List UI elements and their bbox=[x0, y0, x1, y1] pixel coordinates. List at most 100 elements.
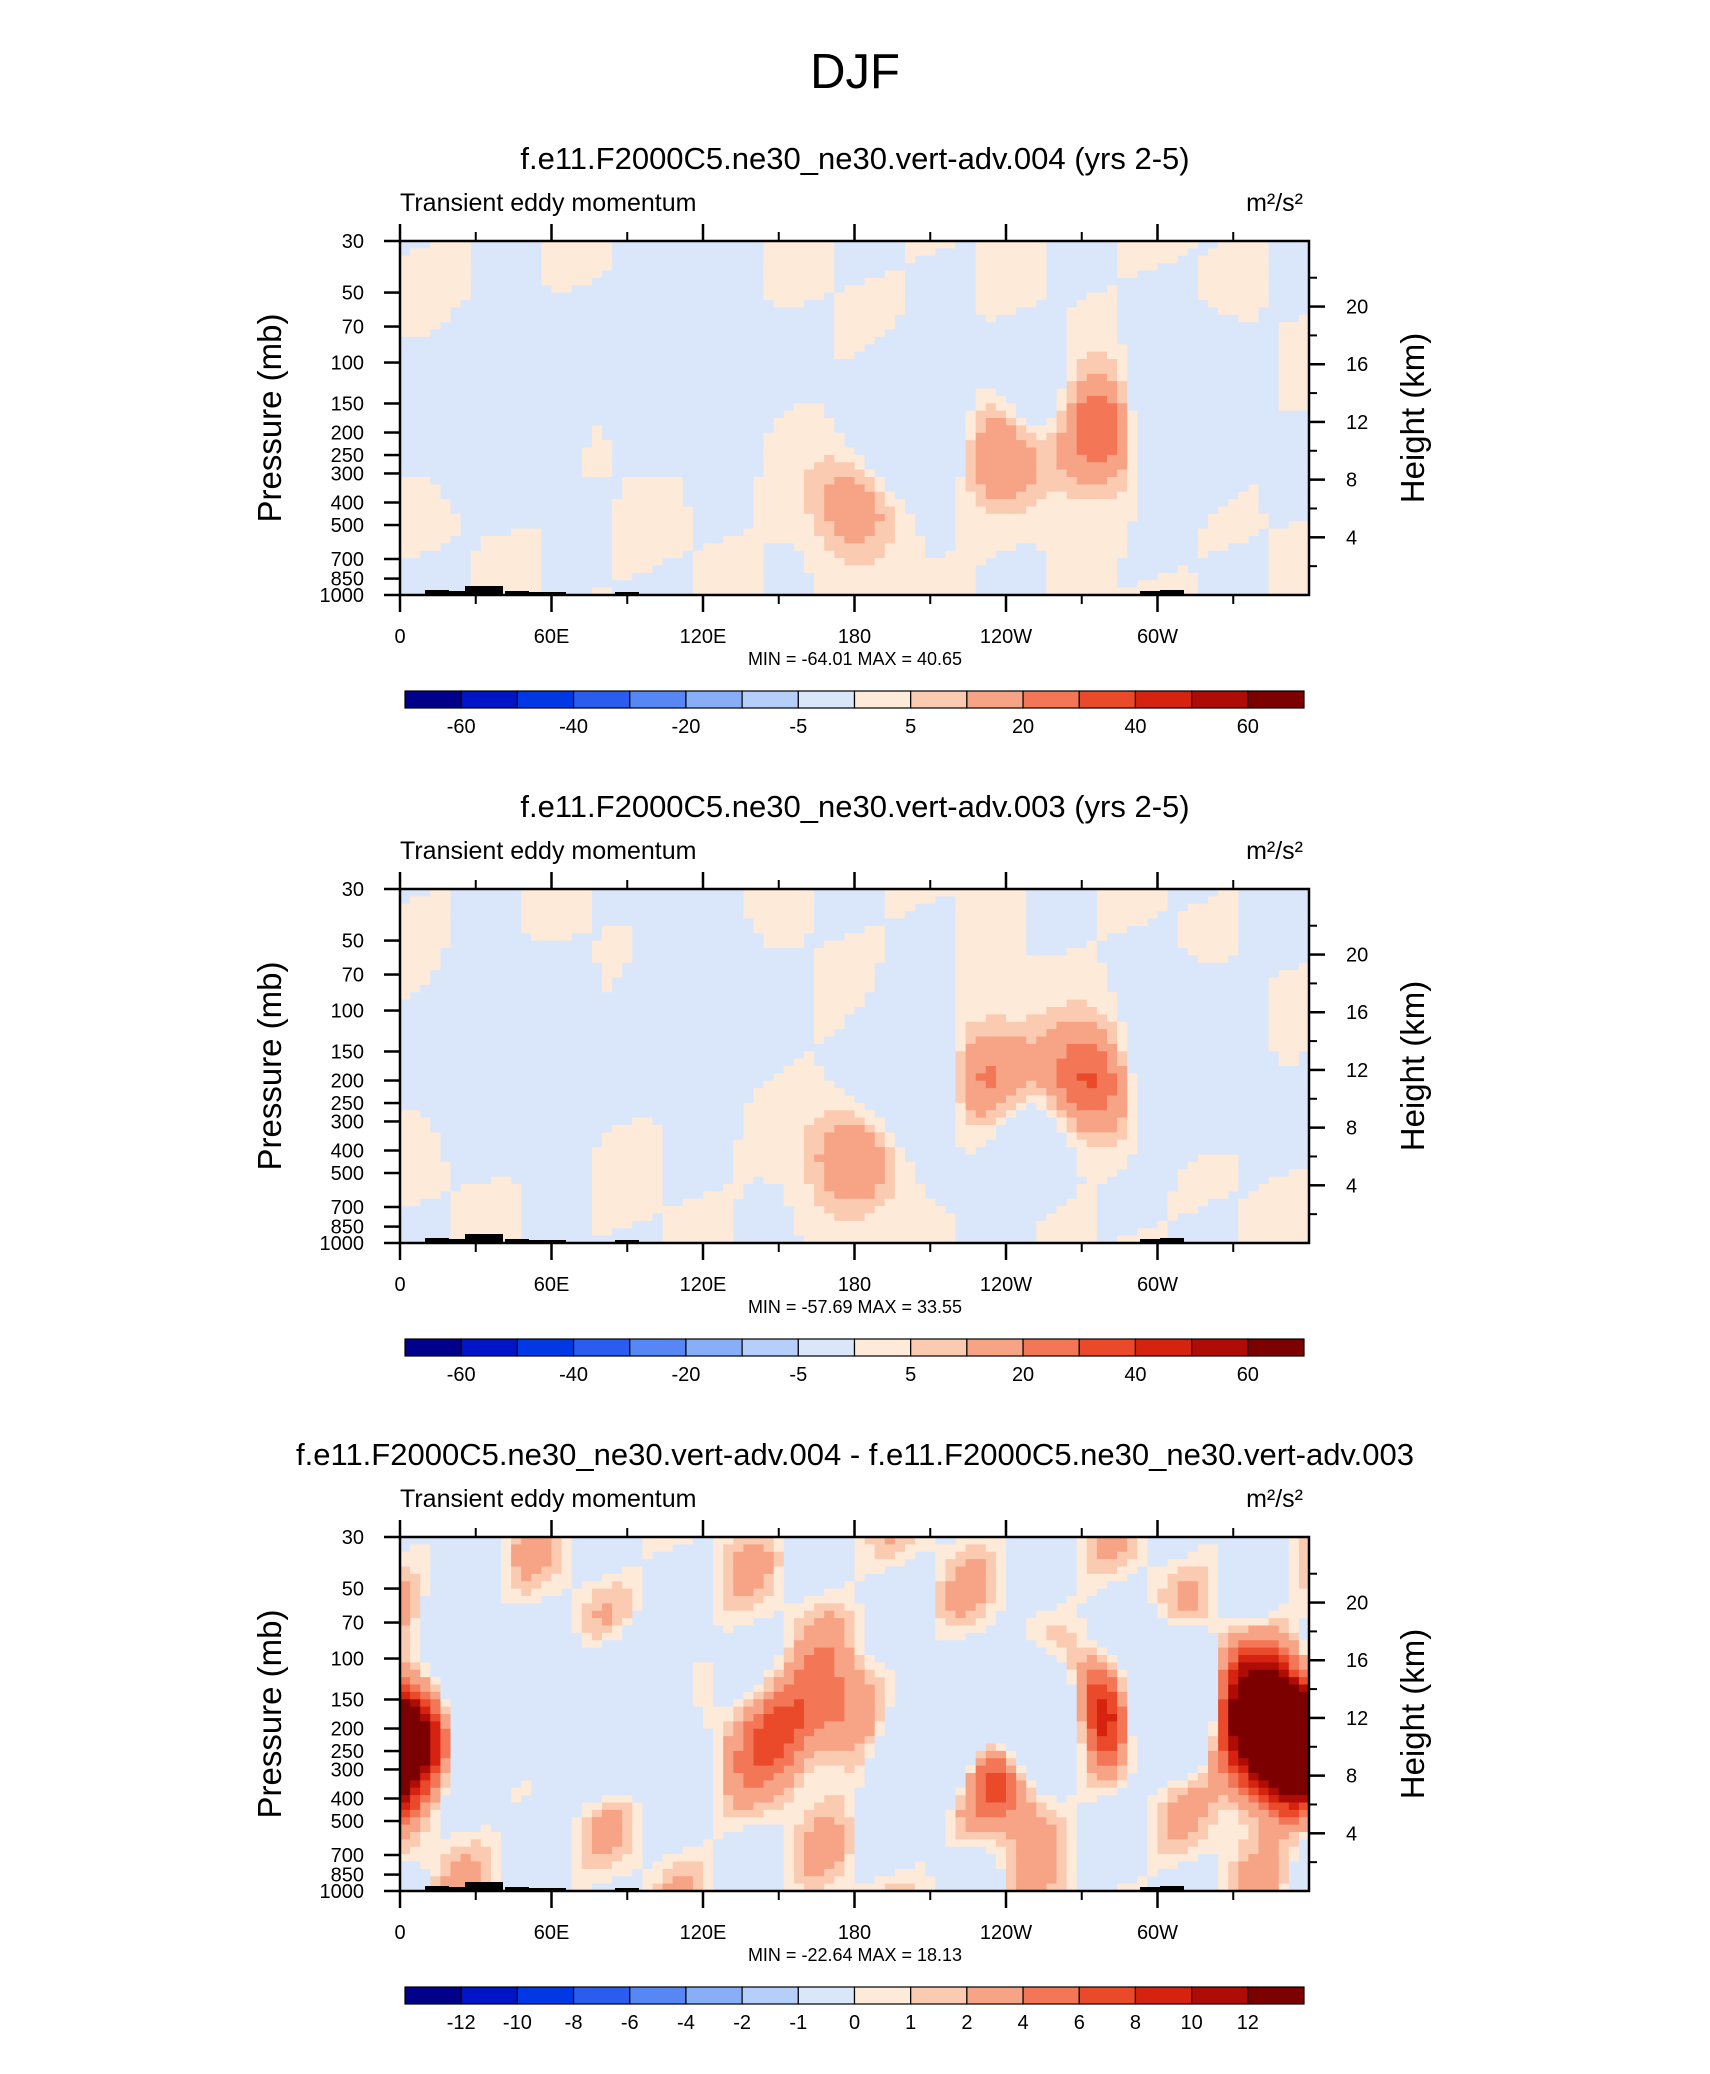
heatmap-cell bbox=[814, 248, 825, 257]
heatmap-cell bbox=[975, 506, 987, 515]
heatmap-cell bbox=[501, 248, 512, 257]
heatmap-cell bbox=[1208, 410, 1219, 419]
heatmap-cell bbox=[1107, 388, 1118, 397]
heatmap-cell bbox=[1157, 359, 1169, 367]
heatmap-cell bbox=[682, 351, 694, 360]
heatmap-cell bbox=[894, 366, 906, 375]
heatmap-cell bbox=[713, 521, 724, 530]
heatmap-cell bbox=[672, 292, 684, 301]
heatmap-cell bbox=[1298, 513, 1310, 522]
heatmap-cell bbox=[1258, 454, 1270, 463]
heatmap-cell bbox=[1127, 425, 1138, 434]
heatmap-cell bbox=[450, 447, 462, 456]
heatmap-cell bbox=[612, 911, 623, 920]
heatmap-cell bbox=[1147, 513, 1159, 522]
heatmap-cell bbox=[783, 395, 795, 404]
heatmap-cell bbox=[1278, 580, 1290, 589]
heatmap-cell bbox=[975, 440, 987, 449]
heatmap-cell bbox=[490, 469, 502, 478]
heatmap-cell bbox=[511, 491, 522, 500]
heatmap-cell bbox=[490, 351, 502, 360]
heatmap-cell bbox=[581, 270, 593, 279]
heatmap-cell bbox=[511, 329, 522, 338]
heatmap-cell bbox=[844, 491, 856, 500]
heatmap-cell bbox=[541, 572, 553, 581]
heatmap-cell bbox=[1056, 447, 1068, 456]
heatmap-cell bbox=[834, 550, 845, 559]
heatmap-cell bbox=[450, 565, 462, 574]
heatmap-cell bbox=[884, 285, 896, 294]
heatmap-cell bbox=[531, 432, 542, 441]
heatmap-cell bbox=[985, 263, 997, 272]
heatmap-cell bbox=[884, 425, 896, 434]
heatmap-cell bbox=[985, 410, 997, 419]
heatmap-cell bbox=[753, 462, 765, 471]
heatmap-cell bbox=[1268, 543, 1280, 552]
heatmap-cell bbox=[1228, 499, 1239, 508]
heatmap-cell bbox=[1036, 499, 1047, 508]
heatmap-cell bbox=[965, 903, 977, 912]
heatmap-cell bbox=[925, 314, 936, 323]
heatmap-cell bbox=[723, 558, 734, 567]
heatmap-cell bbox=[874, 381, 886, 390]
heatmap-cell bbox=[1036, 329, 1047, 338]
heatmap-cell bbox=[1006, 889, 1017, 897]
heatmap-cell bbox=[1147, 329, 1159, 338]
heatmap-cell bbox=[773, 558, 785, 567]
heatmap-cell bbox=[480, 263, 492, 272]
heatmap-cell bbox=[783, 418, 795, 426]
heatmap-cell bbox=[1086, 469, 1098, 478]
heatmap-cell bbox=[1167, 440, 1179, 449]
heatmap-cell bbox=[480, 432, 492, 441]
heatmap-cell bbox=[965, 469, 977, 478]
heatmap-cell bbox=[935, 550, 946, 559]
heatmap-cell bbox=[723, 477, 734, 485]
heatmap-cell bbox=[854, 550, 866, 559]
heatmap-cell bbox=[430, 462, 441, 471]
heatmap-cell bbox=[804, 903, 815, 912]
heatmap-cell bbox=[733, 395, 744, 404]
heatmap-cell bbox=[1137, 889, 1148, 897]
heatmap-cell bbox=[561, 469, 573, 478]
heatmap-cell bbox=[894, 558, 906, 567]
heatmap-cell bbox=[713, 381, 724, 390]
heatmap-cell bbox=[430, 572, 441, 581]
heatmap-cell bbox=[935, 911, 946, 920]
heatmap-cell bbox=[1177, 911, 1189, 920]
heatmap-cell bbox=[1046, 484, 1058, 493]
heatmap-cell bbox=[692, 381, 704, 390]
heatmap-cell bbox=[1107, 521, 1118, 530]
heatmap-cell bbox=[844, 307, 856, 316]
heatmap-cell bbox=[1147, 373, 1159, 382]
heatmap-cell bbox=[1046, 351, 1058, 360]
heatmap-cell bbox=[420, 469, 431, 478]
heatmap-cell bbox=[1066, 925, 1078, 934]
heatmap-cell bbox=[1187, 447, 1199, 456]
heatmap-cell bbox=[743, 300, 755, 308]
heatmap-cell bbox=[642, 432, 654, 441]
heatmap-cell bbox=[692, 580, 704, 589]
heatmap-cell bbox=[804, 403, 815, 412]
heatmap-cell bbox=[1298, 292, 1310, 301]
heatmap-cell bbox=[753, 373, 765, 382]
heatmap-cell bbox=[632, 329, 643, 338]
heatmap-cell bbox=[1248, 329, 1260, 338]
heatmap-cell bbox=[824, 425, 835, 434]
heatmap-cell bbox=[703, 447, 714, 456]
heatmap-cell bbox=[814, 366, 825, 375]
heatmap-cell bbox=[652, 285, 664, 294]
heatmap-cell bbox=[490, 528, 502, 537]
heatmap-cell bbox=[945, 248, 957, 257]
heatmap-cell bbox=[591, 241, 603, 249]
heatmap-cell bbox=[1056, 314, 1068, 323]
heatmap-cell bbox=[1107, 454, 1118, 463]
heatmap-cell bbox=[935, 447, 946, 456]
heatmap-cell bbox=[763, 491, 775, 500]
heatmap-cell bbox=[541, 277, 553, 286]
heatmap-cell bbox=[1248, 889, 1260, 897]
heatmap-cell bbox=[1288, 255, 1300, 264]
heatmap-cell bbox=[773, 248, 785, 257]
heatmap-cell bbox=[985, 307, 997, 316]
heatmap-cell bbox=[864, 918, 876, 927]
heatmap-cell bbox=[1288, 580, 1300, 589]
